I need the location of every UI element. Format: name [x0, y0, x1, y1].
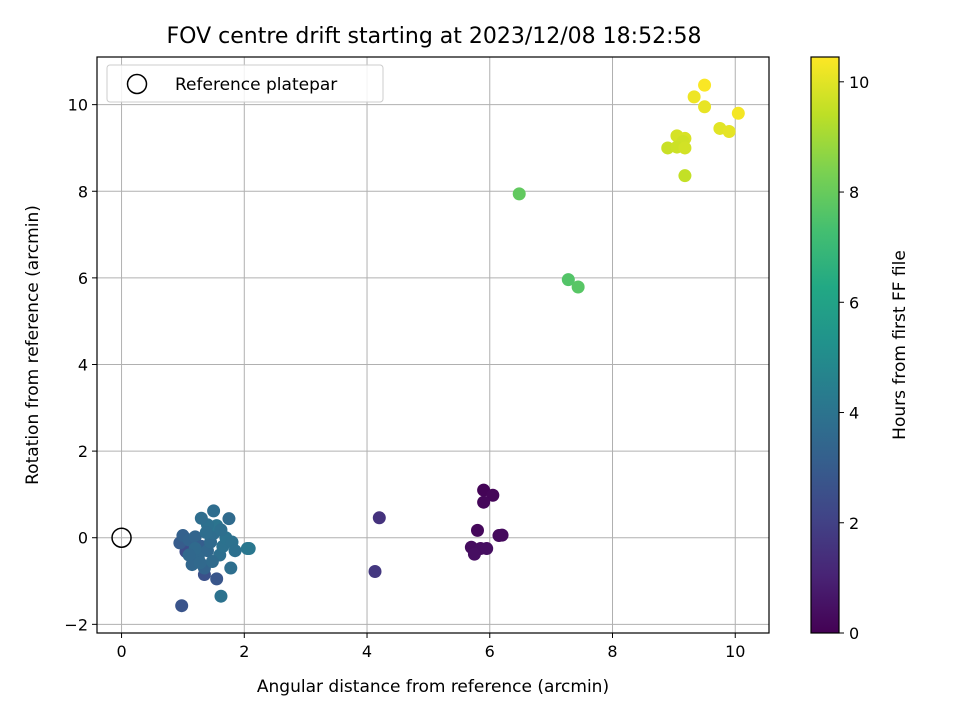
- x-tick-label: 4: [362, 642, 372, 661]
- y-tick-label: 8: [78, 182, 88, 201]
- data-point: [224, 561, 238, 575]
- x-tick-label: 6: [485, 642, 495, 661]
- data-point: [470, 523, 484, 537]
- legend-entry-reference: Reference platepar: [175, 75, 337, 95]
- legend-marker-icon: [126, 73, 148, 95]
- data-point: [182, 548, 196, 562]
- data-point: [678, 141, 692, 155]
- colorbar-axis: 0 2 4 6 8 10: [839, 73, 869, 643]
- data-point: [194, 511, 208, 525]
- y-tick-label: 10: [68, 96, 88, 115]
- data-point: [210, 572, 224, 586]
- colorbar-tick-label: 4: [849, 404, 859, 423]
- x-axis-label: Angular distance from reference (arcmin): [257, 677, 609, 697]
- data-point: [207, 504, 221, 518]
- data-point: [698, 78, 712, 92]
- y-tick-label: 4: [78, 355, 88, 374]
- data-point: [477, 495, 491, 509]
- reference-point-marker: [111, 527, 132, 548]
- y-axis-label: Rotation from reference (arcmin): [23, 205, 43, 485]
- data-point: [486, 488, 500, 502]
- colorbar-tick-label: 10: [849, 73, 869, 92]
- x-tick-label: 0: [116, 642, 126, 661]
- data-point: [698, 100, 712, 114]
- data-point: [372, 511, 386, 525]
- data-point: [242, 542, 256, 556]
- colorbar-tick-label: 8: [849, 183, 859, 202]
- x-tick-label: 8: [607, 642, 617, 661]
- data-point: [687, 90, 701, 104]
- data-point: [214, 589, 228, 603]
- data-point: [199, 526, 213, 540]
- legend: Reference platepar: [106, 64, 384, 103]
- y-tick-label: 0: [78, 529, 88, 548]
- y-tick-label: 2: [78, 442, 88, 461]
- y-tick-label: −2: [64, 615, 88, 634]
- data-point: [205, 555, 219, 569]
- data-point: [193, 556, 207, 570]
- axes: 0 2 4 6 8 10 −2 0 2 4 6 8 10: [64, 96, 745, 661]
- x-tick-label: 2: [239, 642, 249, 661]
- data-point: [480, 542, 494, 556]
- colorbar-tick-label: 2: [849, 514, 859, 533]
- x-tick-label: 10: [725, 642, 745, 661]
- colorbar-label: Hours from first FF file: [890, 250, 910, 440]
- y-tick-label: 6: [78, 269, 88, 288]
- colorbar-tick-label: 0: [849, 624, 859, 643]
- colorbar-tick-label: 6: [849, 293, 859, 312]
- data-point: [467, 547, 481, 561]
- data-point: [512, 187, 526, 201]
- data-point: [175, 599, 189, 613]
- data-point: [214, 523, 228, 537]
- data-point: [495, 528, 509, 542]
- chart-title: FOV centre drift starting at 2023/12/08 …: [167, 24, 702, 49]
- data-point: [561, 273, 575, 287]
- data-point: [368, 565, 382, 579]
- data-point: [678, 169, 692, 183]
- legend-box: [106, 64, 384, 103]
- data-point: [222, 512, 236, 526]
- data-point: [188, 530, 202, 544]
- colorbar: [810, 56, 840, 634]
- plot-frame: [96, 56, 770, 634]
- data-point: [571, 280, 585, 294]
- data-point: [731, 106, 745, 120]
- data-points: [173, 78, 745, 613]
- data-point: [228, 544, 242, 558]
- data-point: [722, 124, 736, 138]
